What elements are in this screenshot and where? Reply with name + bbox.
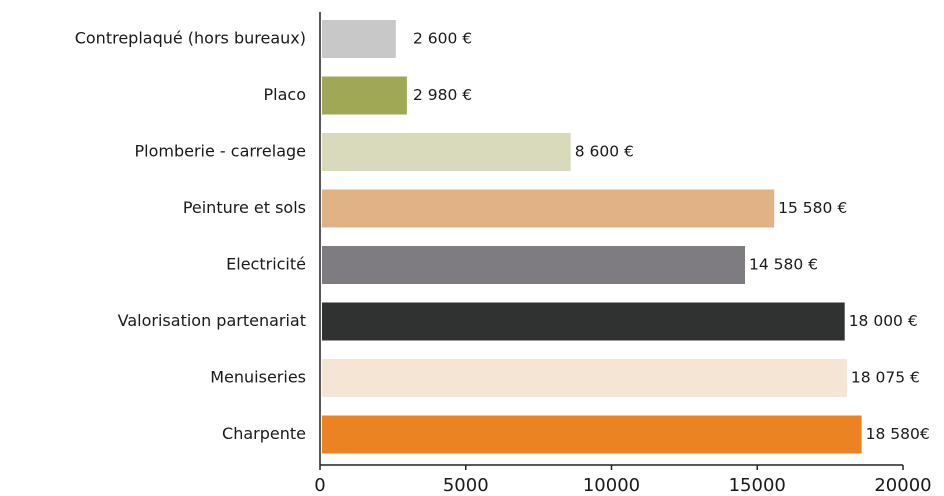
x-tick-label: 10000 [583, 475, 640, 496]
value-label: 14 580 € [749, 256, 818, 274]
value-label: 2 600 € [413, 30, 472, 48]
bar [322, 20, 396, 58]
value-label: 15 580 € [778, 199, 847, 217]
value-label: 2 980 € [413, 86, 472, 104]
category-label: Contreplaqué (hors bureaux) [75, 29, 306, 48]
bar [322, 302, 845, 341]
category-label: Placo [264, 85, 306, 104]
category-label: Charpente [222, 424, 306, 443]
bar [322, 415, 862, 454]
x-tick-label: 15000 [729, 475, 786, 496]
category-label: Plomberie - carrelage [135, 142, 307, 161]
value-label: 18 000 € [849, 312, 918, 330]
category-label: Electricité [226, 255, 306, 274]
category-label: Peinture et sols [183, 198, 306, 217]
value-label: 18 580€ [866, 425, 930, 443]
x-tick-label: 20000 [874, 475, 931, 496]
bar [322, 359, 847, 397]
x-tick-label: 5000 [443, 475, 489, 496]
bar [322, 133, 571, 171]
bar [322, 189, 775, 228]
category-label: Valorisation partenariat [118, 311, 306, 330]
value-label: 8 600 € [575, 143, 634, 161]
value-label: 18 075 € [851, 369, 920, 387]
bar [322, 246, 746, 284]
category-label: Menuiseries [210, 368, 306, 387]
bar [322, 76, 407, 115]
x-tick-label: 0 [314, 475, 325, 496]
